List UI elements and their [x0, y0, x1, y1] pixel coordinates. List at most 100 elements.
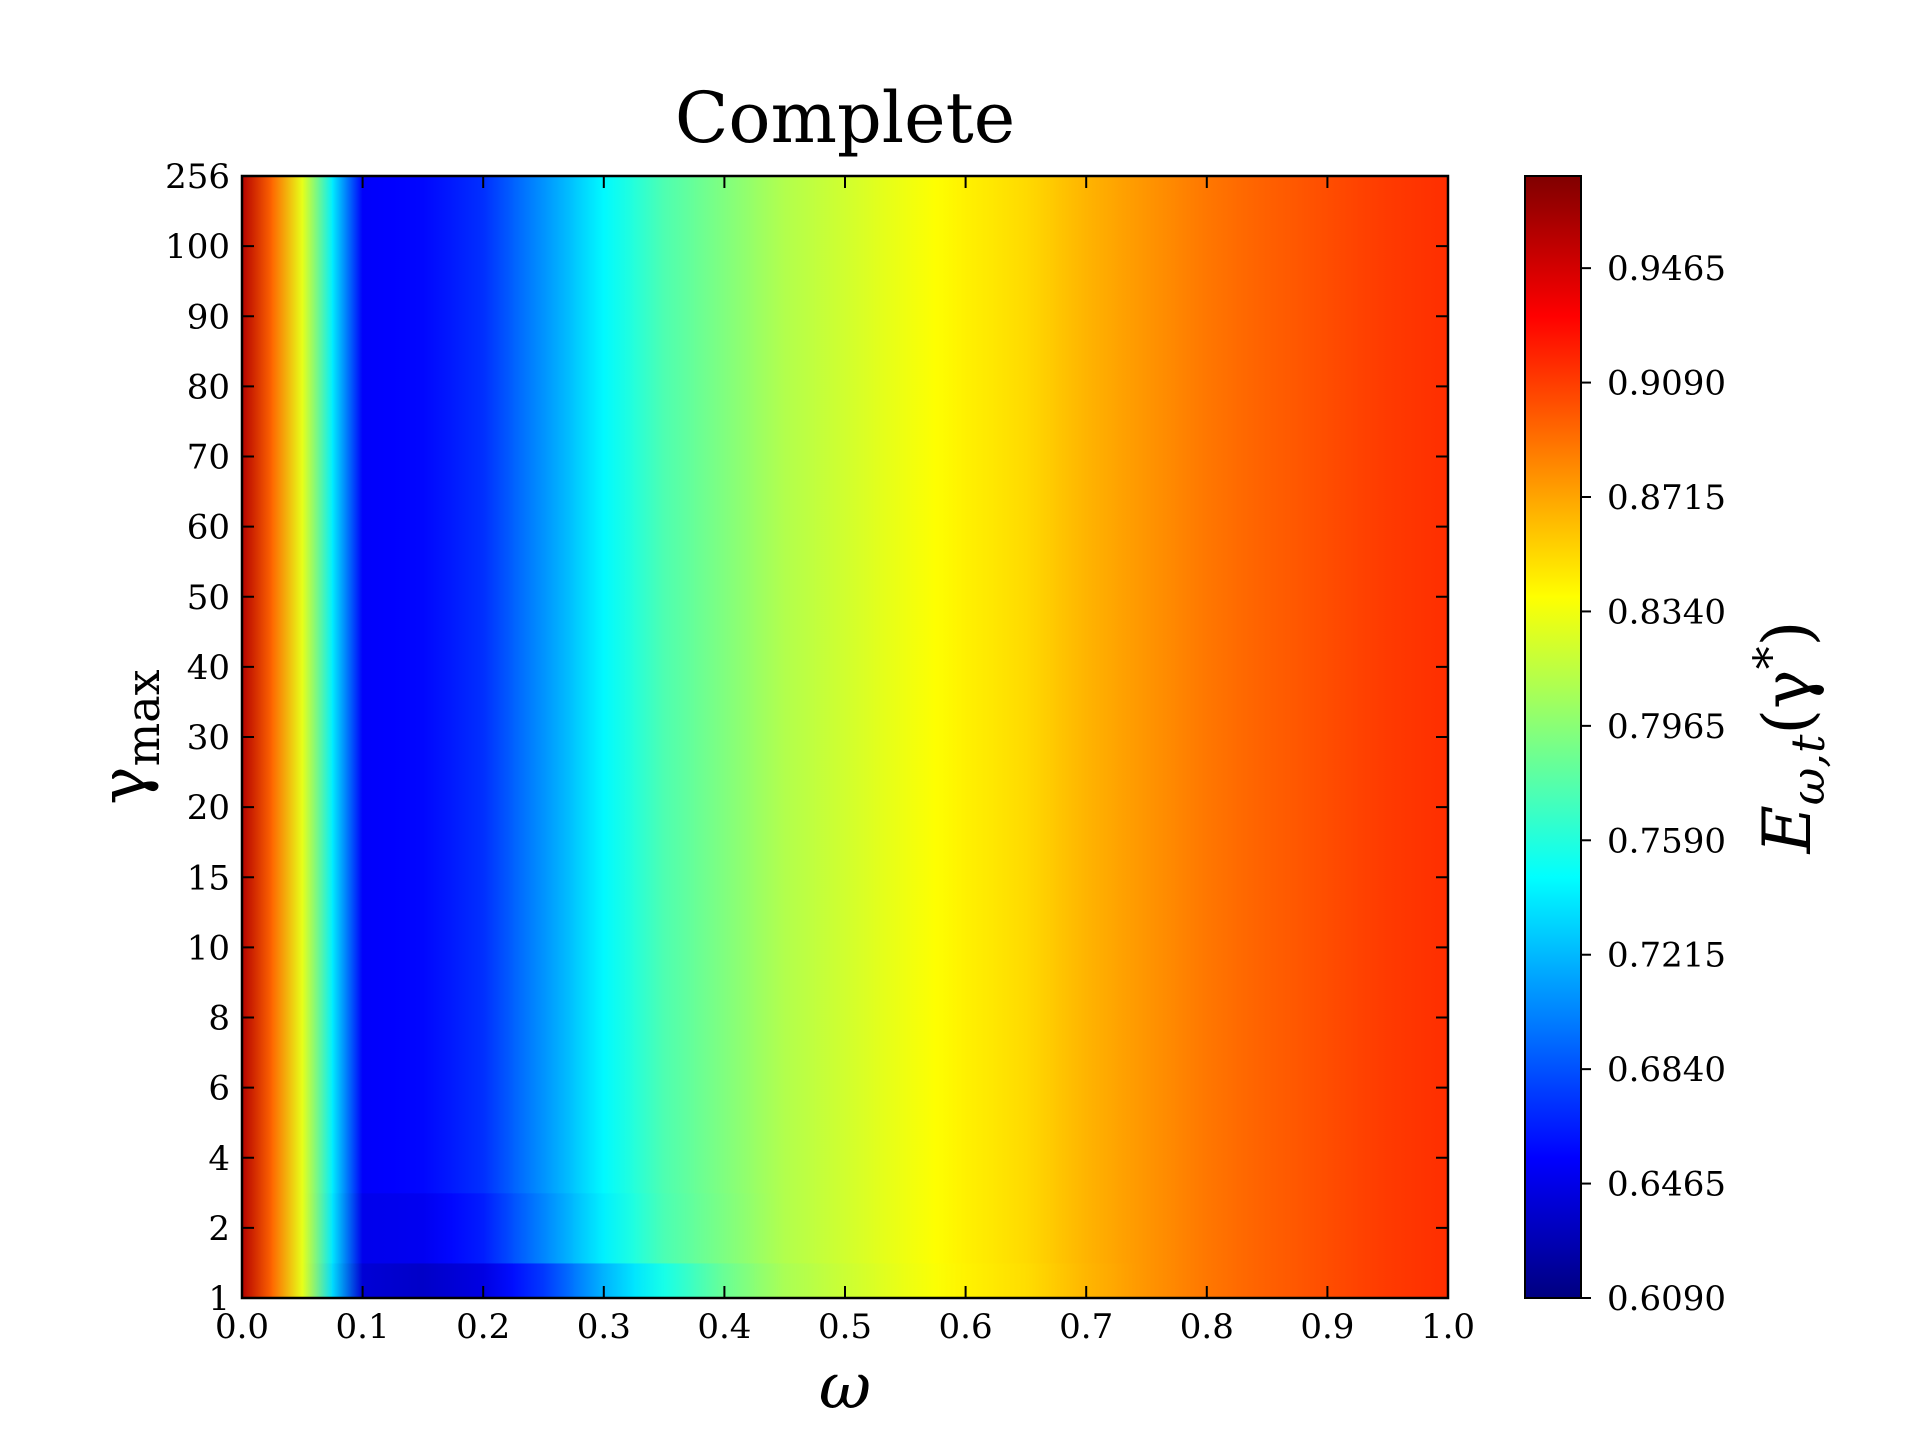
heatmap-cell — [633, 841, 695, 913]
heatmap-cell — [874, 210, 936, 282]
heatmap-cell — [995, 210, 1057, 282]
y-label-main: γ — [87, 766, 161, 804]
heatmap-cell — [1296, 210, 1359, 282]
heatmap-cell — [452, 1192, 514, 1264]
heatmap-cell — [331, 981, 394, 1054]
heatmap-cell — [814, 631, 876, 703]
heatmap-cell — [633, 561, 695, 633]
heatmap-cell — [1236, 771, 1298, 843]
heatmap-cell — [1115, 280, 1178, 352]
heatmap-cell — [874, 981, 936, 1054]
heatmap-cell — [1055, 631, 1117, 703]
heatmap-cell — [573, 841, 635, 913]
heatmap-cell — [995, 175, 1057, 212]
heatmap-cell — [1296, 771, 1359, 843]
heatmap-cell — [1176, 561, 1238, 633]
heatmap-cell — [934, 701, 997, 773]
heatmap-cell — [1357, 911, 1419, 983]
heatmap-cell — [754, 280, 816, 352]
heatmap-cell — [874, 1192, 936, 1264]
heatmap-cell — [995, 561, 1057, 633]
heatmap-cell — [874, 701, 936, 773]
heatmap-cell — [452, 561, 514, 633]
heatmap-cell — [1055, 491, 1117, 563]
heatmap-cell — [1115, 350, 1178, 422]
heatmap-cell — [392, 350, 454, 422]
heatmap-cell — [693, 561, 756, 633]
heatmap-cell — [874, 1052, 936, 1124]
heatmap-cell — [934, 981, 997, 1054]
heatmap-cell — [633, 981, 695, 1054]
heatmap-cell — [934, 491, 997, 563]
heatmap-cell — [452, 280, 514, 352]
heatmap-cell — [271, 420, 333, 493]
colorbar-tick-label: 0.6465 — [1607, 1165, 1726, 1205]
heatmap-cell — [1176, 981, 1238, 1054]
heatmap-cell — [633, 175, 695, 212]
heatmap-cell — [934, 280, 997, 352]
heatmap-cell — [1417, 175, 1449, 212]
heatmap-cell — [754, 491, 816, 563]
heatmap-cell — [331, 701, 394, 773]
heatmap-cell — [1115, 491, 1178, 563]
heatmap-cell — [633, 701, 695, 773]
heatmap-cell — [693, 771, 756, 843]
heatmap-cell — [573, 771, 635, 843]
heatmap-cell — [331, 631, 394, 703]
heatmap-cell — [271, 981, 333, 1054]
heatmap-cell — [874, 1122, 936, 1194]
heatmap-cell — [573, 701, 635, 773]
heatmap-cell — [1236, 701, 1298, 773]
heatmap-cell — [1236, 561, 1298, 633]
heatmap-cell — [331, 1052, 394, 1124]
heatmap-cell — [995, 1122, 1057, 1194]
heatmap-cell — [995, 771, 1057, 843]
heatmap-cell — [1236, 1052, 1298, 1124]
heatmap-cell — [934, 771, 997, 843]
x-tick-label: 0.6 — [939, 1307, 993, 1347]
heatmap-cell — [1115, 841, 1178, 913]
y-tick-label: 1 — [208, 1279, 230, 1319]
heatmap-cell — [754, 771, 816, 843]
heatmap-cell — [693, 280, 756, 352]
colorbar-tick-label: 0.8715 — [1607, 478, 1726, 518]
heatmap-cell — [934, 1122, 997, 1194]
heatmap-cell — [331, 210, 394, 282]
heatmap-cell — [934, 561, 997, 633]
heatmap-cell — [1296, 1052, 1359, 1124]
heatmap-cell — [271, 1122, 333, 1194]
heatmap-cell — [1115, 561, 1178, 633]
heatmap-cell — [995, 701, 1057, 773]
heatmap-cell — [1296, 701, 1359, 773]
heatmap-cell — [392, 420, 454, 493]
heatmap-cell — [1176, 350, 1238, 422]
heatmap-cell — [814, 280, 876, 352]
heatmap-cell — [754, 911, 816, 983]
heatmap-cell — [1357, 771, 1419, 843]
colorbar-tick-label: 0.6090 — [1607, 1279, 1726, 1319]
heatmap-cell — [934, 911, 997, 983]
heatmap-cell — [693, 1122, 756, 1194]
y-label-sub: max — [116, 669, 170, 766]
heatmap-cell — [1115, 175, 1178, 212]
x-tick-label: 0.3 — [577, 1307, 631, 1347]
heatmap-cell — [995, 280, 1057, 352]
heatmap-cell — [241, 175, 273, 212]
heatmap-cell — [1357, 350, 1419, 422]
heatmap-cell — [452, 1052, 514, 1124]
heatmap-cell — [452, 981, 514, 1054]
heatmap-cell — [1176, 631, 1238, 703]
heatmap-cell — [1055, 771, 1117, 843]
heatmap-cell — [1296, 1122, 1359, 1194]
heatmap-cell — [1115, 1262, 1178, 1299]
heatmap-cell — [934, 1052, 997, 1124]
heatmap-cell — [1357, 175, 1419, 212]
heatmap-cell — [1176, 841, 1238, 913]
heatmap-cell — [1236, 210, 1298, 282]
heatmap-cell — [512, 1122, 575, 1194]
heatmap-cell — [633, 631, 695, 703]
heatmap-cell — [814, 771, 876, 843]
heatmap-cell — [512, 561, 575, 633]
heatmap-cell — [512, 1052, 575, 1124]
heatmap-cell — [331, 911, 394, 983]
